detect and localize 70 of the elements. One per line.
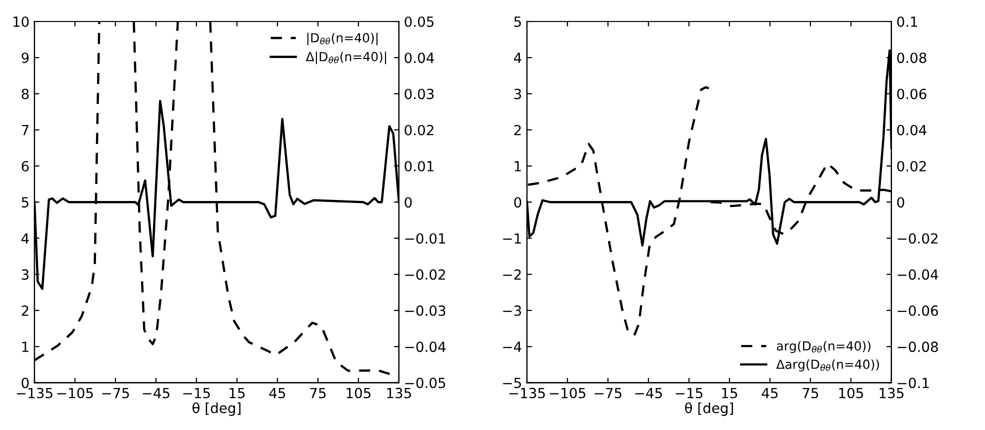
y2-tick-label: 0.06	[897, 88, 926, 100]
y-tick-label: −4	[503, 342, 522, 352]
y2-tick-label: 0.04	[404, 52, 434, 64]
x-tick-label: −15	[183, 388, 210, 398]
y-tick-label: 0	[514, 197, 522, 208]
y-tick-label: −5	[503, 378, 521, 388]
x-tick-label: −15	[676, 388, 702, 398]
y2-tick-label: 0.02	[404, 124, 434, 136]
legend-label: |D$_{θθ}$(n=40)|	[307, 32, 378, 46]
legend-label: Δ|D$_{θθ}$(n=40)|	[306, 52, 386, 64]
x-tick-label: 135	[880, 388, 904, 398]
y2-tick-label: −0.1	[898, 378, 929, 388]
x-tick-label: −135	[509, 388, 545, 398]
y-tick-label: 2	[514, 124, 521, 136]
y2-tick-label: 0	[897, 197, 904, 208]
x-tick-label: −105	[550, 388, 586, 398]
y2-tick-label: −0.04	[405, 342, 446, 352]
x-tick-label: −105	[57, 388, 93, 398]
y-tick-label: −2	[503, 269, 521, 280]
x-axis-title: θ [deg]	[192, 402, 240, 416]
y2-tick-label: −0.04	[898, 269, 938, 280]
x-tick-label: −45	[635, 388, 662, 398]
y-tick-label: 1	[514, 161, 521, 172]
y-tick-label: 3	[514, 88, 521, 100]
x-tick-label: 75	[802, 388, 818, 398]
x-tick-label: −45	[142, 388, 170, 398]
y-tick-label: 4	[514, 52, 522, 63]
legend-label: Δarg(D$_{θθ}$(n=40))	[776, 359, 879, 372]
x-tick-label: 45	[269, 388, 286, 398]
x-tick-label: 105	[839, 388, 863, 398]
y-tick-label: 0	[22, 378, 29, 388]
y2-tick-label: 0.01	[404, 160, 434, 172]
y2-tick-label: −0.02	[405, 269, 445, 280]
y-tick-label: −1	[503, 233, 521, 244]
x-tick-label: 105	[346, 388, 370, 398]
x-tick-label: 135	[387, 388, 411, 398]
x-axis-title: θ [deg]	[685, 402, 733, 416]
legend-label: arg(D$_{θθ}$(n=40))	[776, 340, 870, 354]
x-tick-label: 75	[310, 388, 326, 398]
y-tick-label: 2	[22, 305, 28, 316]
y-tick-label: −3	[503, 305, 521, 316]
y-tick-label: 3	[22, 269, 28, 280]
y-tick-label: 5	[514, 16, 521, 27]
y-tick-label: 5	[22, 197, 28, 208]
y-tick-label: 8	[22, 88, 29, 100]
y2-tick-label: 0	[404, 197, 412, 208]
y2-tick-label: −0.06	[898, 305, 938, 316]
x-tick-label: −75	[102, 388, 129, 398]
x-tick-label: −135	[16, 388, 52, 398]
y-tick-label: 6	[22, 160, 29, 172]
y2-tick-label: 0.02	[897, 160, 926, 172]
y2-tick-label: 0.04	[897, 124, 926, 136]
y-tick-label: 1	[22, 342, 28, 352]
y2-tick-label: 0.1	[897, 16, 918, 27]
y2-tick-label: −0.05	[405, 378, 446, 388]
y-tick-label: 10	[13, 16, 29, 27]
y-tick-label: 4	[21, 233, 29, 244]
y2-tick-label: 0.03	[404, 88, 434, 100]
x-tick-label: −75	[594, 388, 622, 398]
y2-tick-label: −0.03	[405, 305, 446, 316]
y2-tick-label: −0.01	[405, 233, 446, 244]
y-tick-label: 9	[22, 52, 29, 64]
x-tick-label: 15	[230, 388, 245, 398]
y2-tick-label: −0.02	[898, 233, 938, 244]
y-tick-label: 7	[22, 125, 28, 136]
x-tick-label: 45	[762, 388, 778, 398]
x-tick-label: 15	[722, 388, 738, 398]
y2-tick-label: 0.05	[404, 16, 434, 27]
y2-tick-label: −0.08	[898, 342, 938, 352]
y2-tick-label: 0.08	[897, 52, 926, 64]
